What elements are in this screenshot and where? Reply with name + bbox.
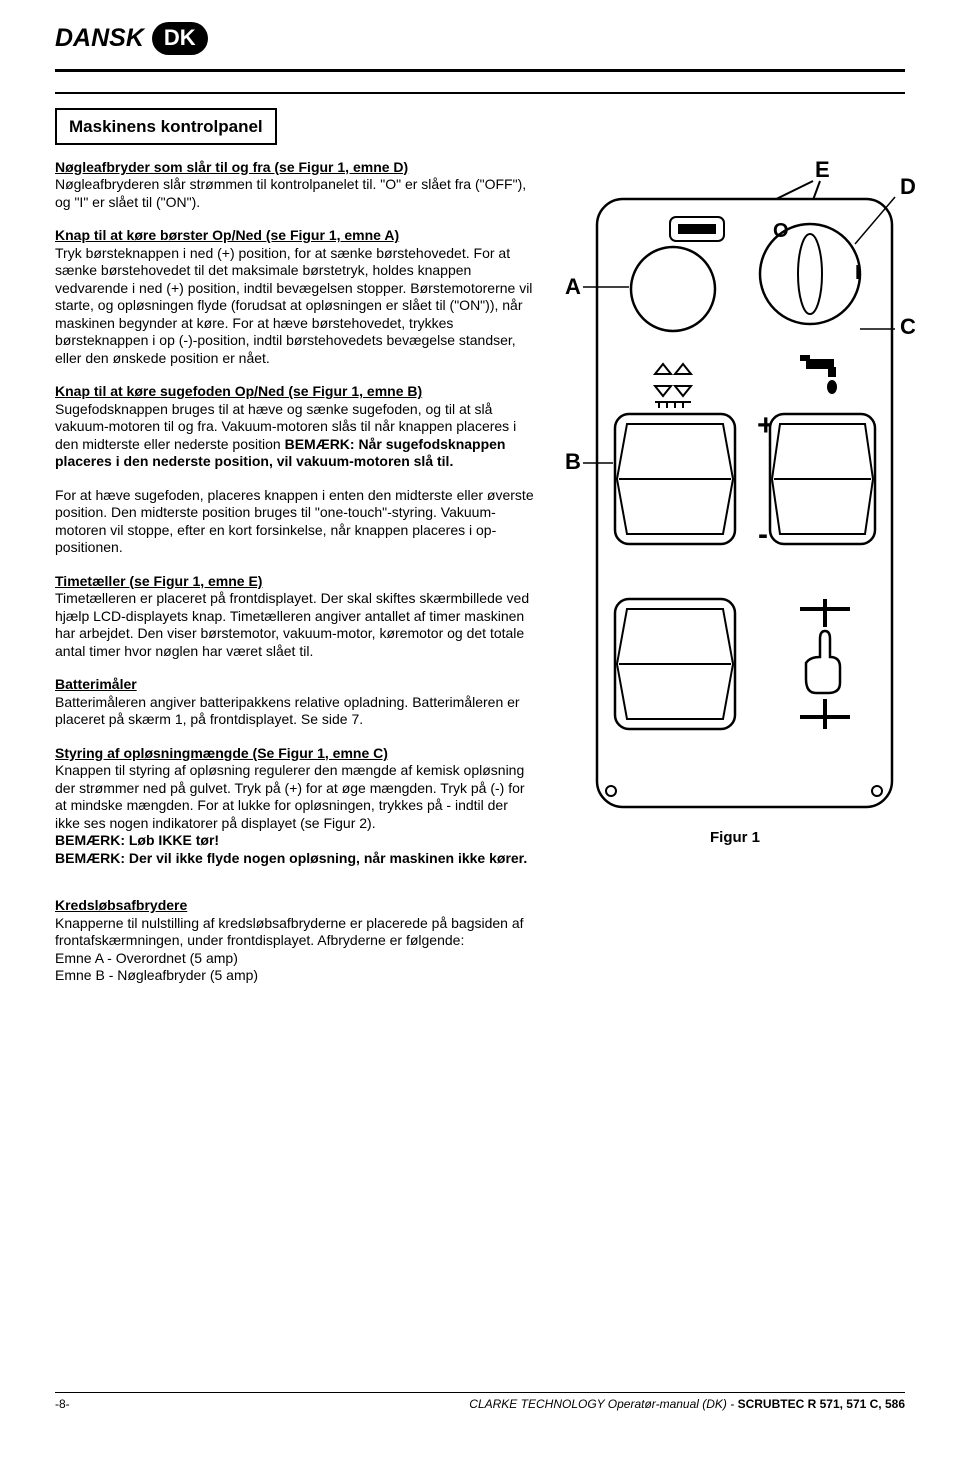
- section-body: Batterimåleren angiver batteripakkens re…: [55, 694, 520, 728]
- letter-B: B: [565, 449, 581, 474]
- third-rocker-icon: [615, 599, 735, 729]
- keyswitch-I: I: [855, 262, 861, 284]
- footer-text: CLARKE TECHNOLOGY Operatør-manual (DK) -: [469, 1397, 737, 1411]
- letter-D: D: [900, 174, 915, 199]
- horizontal-rule: [55, 69, 905, 72]
- content-columns: Nøgleafbryder som slår til og fra (se Fi…: [55, 159, 905, 1001]
- language-row: DANSK DK: [55, 22, 905, 55]
- section-body: Tryk børsteknappen i ned (+) position, f…: [55, 245, 532, 366]
- figure-column: E D A C B O I: [545, 159, 915, 848]
- section-heading: Knap til at køre børster Op/Ned (se Figu…: [55, 227, 399, 243]
- horizontal-subrule: [55, 92, 905, 94]
- section-heading: Timetæller (se Figur 1, emne E): [55, 573, 262, 589]
- text-column: Nøgleafbryder som slår til og fra (se Fi…: [55, 159, 545, 1001]
- section-brush: Knap til at køre børster Op/Ned (se Figu…: [55, 227, 535, 367]
- figure-caption: Figur 1: [710, 829, 760, 848]
- letter-C: C: [900, 314, 915, 339]
- section-note: BEMÆRK: Løb IKKE tør! BEMÆRK: Der vil ik…: [55, 832, 527, 866]
- letter-E: E: [815, 159, 830, 182]
- section-body: Timetælleren er placeret på frontdisplay…: [55, 590, 529, 659]
- section-heading: Batterimåler: [55, 676, 137, 692]
- page-footer: -8- CLARKE TECHNOLOGY Operatør-manual (D…: [55, 1392, 905, 1412]
- brush-dial-icon: [631, 247, 715, 331]
- letter-A: A: [565, 274, 581, 299]
- minus-label: -: [758, 518, 768, 551]
- section-breakers: Kredsløbsafbrydere Knapperne til nulstil…: [55, 897, 535, 985]
- footer-right: CLARKE TECHNOLOGY Operatør-manual (DK) -…: [469, 1397, 905, 1412]
- section-solution: Styring af opløsningmængde (Se Figur 1, …: [55, 745, 535, 868]
- solution-rocker-icon: [770, 414, 875, 544]
- section-body: Nøgleafbryderen slår strømmen til kontro…: [55, 176, 526, 210]
- language-label: DANSK: [55, 23, 144, 54]
- section-body: For at hæve sugefoden, placeres knappen …: [55, 487, 534, 556]
- title-row: Maskinens kontrolpanel: [55, 108, 905, 159]
- section-keyswitch: Nøgleafbryder som slår til og fra (se Fi…: [55, 159, 535, 212]
- squeegee-rocker-icon: [615, 414, 735, 544]
- section-body: Knappen til styring af opløsning reguler…: [55, 762, 525, 831]
- section-battery: Batterimåler Batterimåleren angiver batt…: [55, 676, 535, 729]
- section-squeegee: Knap til at køre sugefoden Op/Ned (se Fi…: [55, 383, 535, 471]
- section-body: Knapperne til nulstilling af kredsløbsaf…: [55, 915, 524, 984]
- section-squeegee-extra: For at hæve sugefoden, placeres knappen …: [55, 487, 535, 557]
- section-title: Maskinens kontrolpanel: [55, 108, 277, 145]
- language-badge: DK: [152, 22, 208, 55]
- section-heading: Styring af opløsningmængde (Se Figur 1, …: [55, 745, 388, 761]
- control-panel-figure: E D A C B O I: [555, 159, 915, 819]
- footer-page-number: -8-: [55, 1397, 70, 1412]
- section-heading: Nøgleafbryder som slår til og fra (se Fi…: [55, 159, 408, 175]
- keyswitch-O: O: [773, 220, 789, 242]
- section-heading: Kredsløbsafbrydere: [55, 897, 187, 913]
- section-heading: Knap til at køre sugefoden Op/Ned (se Fi…: [55, 383, 422, 399]
- section-hourmeter: Timetæller (se Figur 1, emne E) Timetæll…: [55, 573, 535, 661]
- page-root: DANSK DK Maskinens kontrolpanel Nøgleafb…: [0, 0, 960, 1430]
- footer-model: SCRUBTEC R 571, 571 C, 586: [738, 1397, 905, 1411]
